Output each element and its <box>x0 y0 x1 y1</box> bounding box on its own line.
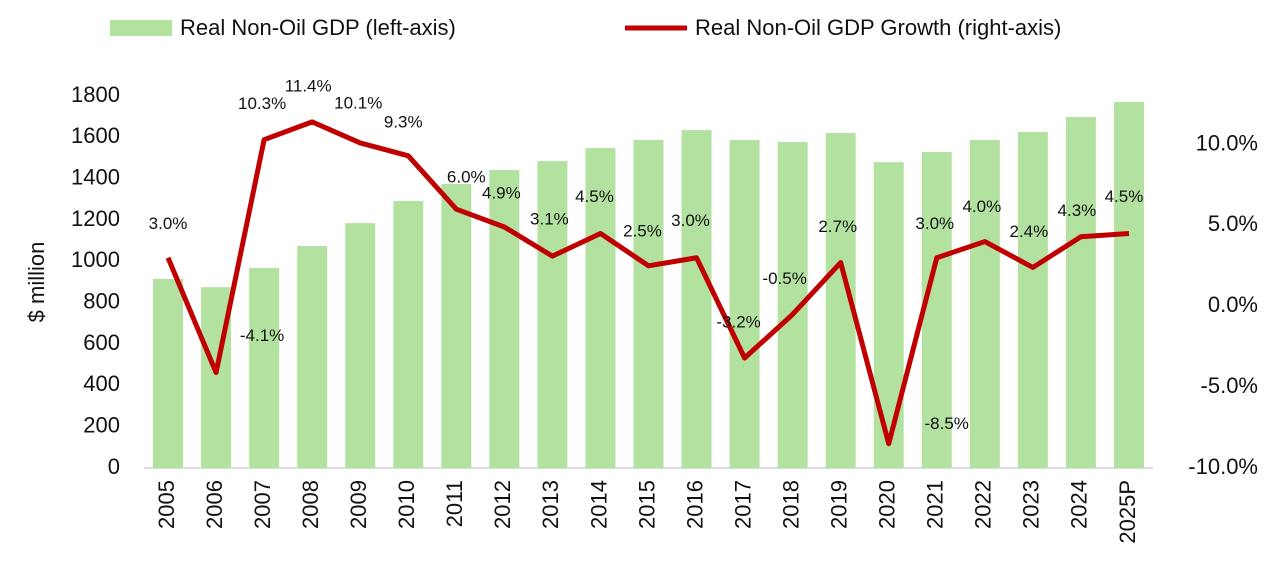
bar <box>1017 131 1048 468</box>
x-tick-label: 2024 <box>1067 480 1092 529</box>
x-tick-label: 2010 <box>394 480 419 529</box>
data-label: 3.0% <box>149 214 188 233</box>
x-tick-label: 2008 <box>298 480 323 529</box>
data-label: 3.0% <box>915 214 954 233</box>
y-tick-label: 0 <box>108 454 120 479</box>
y2-tick-label: -5.0% <box>1201 373 1258 398</box>
x-tick-label: 2015 <box>634 480 659 529</box>
x-tick-label: 2013 <box>538 480 563 529</box>
data-label: 3.1% <box>530 210 569 229</box>
data-label: -8.5% <box>925 414 969 433</box>
bar <box>729 140 760 468</box>
x-tick-label: 2016 <box>682 480 707 529</box>
data-label: 4.5% <box>1105 187 1144 206</box>
y-axis-title: $ million <box>24 242 49 323</box>
data-label: 6.0% <box>447 168 486 187</box>
y-tick-label: 1800 <box>71 82 120 107</box>
x-tick-label: 2006 <box>202 480 227 529</box>
bar <box>153 278 184 468</box>
bar <box>921 152 952 469</box>
bar <box>585 148 616 468</box>
bar <box>393 200 424 468</box>
line <box>165 119 1130 447</box>
y-tick-label: 1000 <box>71 247 120 272</box>
legend-swatch <box>110 20 172 36</box>
x-tick-label: 2009 <box>346 480 371 529</box>
data-label: 4.9% <box>482 183 521 202</box>
data-label: -3.2% <box>716 313 760 332</box>
x-tick-label: 2020 <box>875 480 900 529</box>
bar <box>441 184 472 469</box>
data-label: 4.3% <box>1058 201 1097 220</box>
y-tick-label: 1600 <box>71 123 120 148</box>
x-tick-label: 2022 <box>971 480 996 529</box>
bar <box>681 130 712 468</box>
y-tick-label: 200 <box>83 412 120 437</box>
x-tick-label: 2007 <box>250 480 275 529</box>
data-label: 10.1% <box>334 93 382 112</box>
y-tick-label: 600 <box>83 330 120 355</box>
data-label: -0.5% <box>762 269 806 288</box>
bar <box>1113 101 1144 468</box>
x-tick-label: 2017 <box>730 480 755 529</box>
data-label: 2.7% <box>818 217 857 236</box>
legend-label: Real Non-Oil GDP (left-axis) <box>180 15 456 40</box>
bar <box>1065 117 1096 468</box>
y2-tick-label: 10.0% <box>1196 130 1258 155</box>
data-label: 4.5% <box>575 187 614 206</box>
bar <box>297 246 328 468</box>
bar <box>249 267 280 468</box>
y2-tick-label: 0.0% <box>1208 292 1258 317</box>
y2-tick-label: -10.0% <box>1188 454 1258 479</box>
y-tick-label: 1400 <box>71 164 120 189</box>
data-label: 2.4% <box>1010 222 1049 241</box>
bar <box>345 223 376 468</box>
x-tick-label: 2005 <box>154 480 179 529</box>
x-tick-label: 2021 <box>923 480 948 529</box>
y-tick-label: 1200 <box>71 206 120 231</box>
data-label: -4.1% <box>240 326 284 345</box>
x-tick-label: 2011 <box>442 480 467 527</box>
data-label: 2.5% <box>623 221 662 240</box>
data-label: 10.3% <box>238 94 286 113</box>
bar <box>969 140 1000 468</box>
data-label: 9.3% <box>384 112 423 131</box>
y2-tick-label: 5.0% <box>1208 211 1258 236</box>
y-tick-label: 400 <box>83 371 120 396</box>
bar <box>489 169 520 468</box>
data-label: 4.0% <box>962 197 1001 216</box>
x-tick-label: 2018 <box>778 480 803 529</box>
data-label: 11.4% <box>285 76 332 95</box>
bar <box>873 162 904 468</box>
x-tick-label: 2023 <box>1019 480 1044 529</box>
x-tick-label: 2014 <box>586 480 611 529</box>
bar <box>633 140 664 468</box>
legend-label: Real Non-Oil GDP Growth (right-axis) <box>695 15 1061 40</box>
data-label: 3.0% <box>671 211 710 230</box>
x-tick-label: 2012 <box>490 480 515 529</box>
x-tick-label: 2025P <box>1115 480 1140 544</box>
x-tick-label: 2019 <box>827 480 852 529</box>
bar <box>537 161 568 468</box>
y-tick-label: 800 <box>83 288 120 313</box>
